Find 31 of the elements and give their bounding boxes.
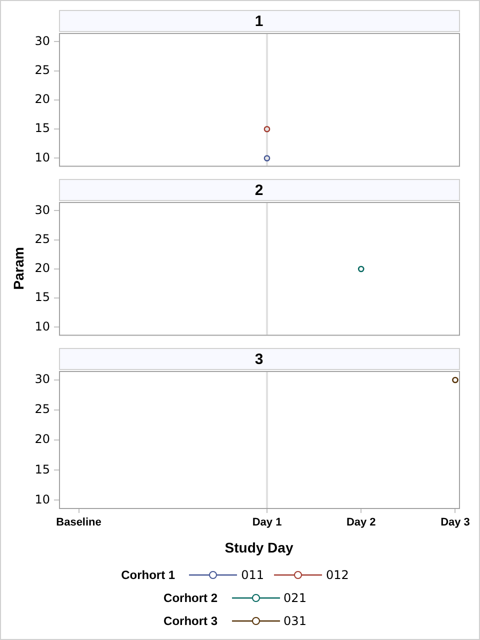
chart-title: 1 [254, 13, 264, 30]
x-tick-label: Day 2 [346, 516, 376, 529]
y-tick-label: 10 [34, 492, 50, 506]
x-tick-label: Baseline [56, 516, 102, 529]
y-tick-label: 25 [34, 62, 50, 77]
legend-label: 012 [326, 568, 349, 582]
y-tick-label: 15 [34, 462, 50, 476]
y-tick-label: 15 [34, 290, 50, 304]
chart-title: 3 [254, 351, 264, 368]
chart-title: 2 [254, 182, 264, 200]
y-tick-label: 25 [34, 402, 50, 416]
y-tick-label: 30 [34, 202, 50, 217]
y-tick-label: 10 [34, 150, 50, 164]
legend-label: 011 [241, 568, 264, 582]
x-axis-title: Study Day [224, 539, 294, 556]
y-tick-label: 20 [34, 432, 50, 446]
y-tick-label: 30 [34, 372, 50, 386]
x-tick-label: Day 3 [440, 516, 470, 529]
y-tick-label: 20 [34, 261, 50, 276]
legend-label: 031 [284, 614, 306, 628]
y-tick-label: 25 [34, 232, 50, 246]
x-tick-label: Day 1 [252, 516, 282, 529]
legend-title: Corhort 3 [164, 614, 218, 628]
y-axis-title: Param [10, 246, 26, 290]
y-tick-label: 30 [34, 34, 50, 48]
legend-title: Corhort 1 [121, 568, 176, 582]
legend-label: 021 [284, 590, 306, 604]
y-tick-label: 20 [34, 92, 50, 106]
y-tick-label: 15 [34, 121, 50, 136]
y-tick-label: 10 [34, 319, 50, 334]
legend-title: Corhort 2 [164, 590, 218, 604]
